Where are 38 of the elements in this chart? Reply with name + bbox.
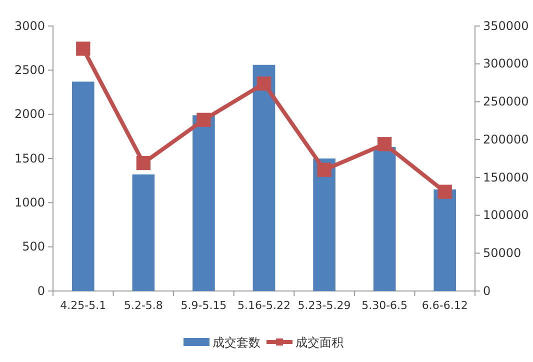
- y-tick-label: 2000: [14, 107, 45, 122]
- bar: [192, 115, 215, 291]
- bar: [72, 82, 94, 291]
- legend-label: 成交面积: [296, 336, 344, 350]
- x-tick-label: 5.9-5.15: [180, 298, 227, 312]
- y-tick-label: 1000: [14, 196, 45, 210]
- point: [378, 137, 392, 152]
- y-tick-label: 1500: [14, 151, 45, 166]
- point: [256, 76, 272, 91]
- point: [438, 184, 452, 199]
- x-tick-label: 5.16-5.22: [238, 298, 290, 312]
- y-tick-label: 0: [37, 284, 45, 298]
- bar: [373, 147, 396, 291]
- y2-tick-label: 0: [483, 284, 491, 298]
- x-tick-label: 4.25-5.1: [60, 298, 106, 312]
- y-tick-label: 2500: [14, 63, 45, 78]
- bar: [434, 189, 456, 291]
- bar: [132, 174, 155, 291]
- y2-tick-label: 350000: [483, 18, 529, 33]
- point: [136, 156, 150, 170]
- point: [196, 112, 211, 127]
- legend-label: 成交套数: [212, 336, 260, 350]
- point: [76, 42, 90, 56]
- x-tick-label: 5.30-6.5: [362, 298, 408, 312]
- point: [317, 162, 332, 177]
- y2-tick-label: 100000: [483, 208, 529, 222]
- bar: [252, 64, 276, 291]
- y2-tick-label: 250000: [483, 94, 529, 109]
- y2-tick-label: 200000: [483, 132, 529, 146]
- x-tick-label: 5.23-5.29: [298, 298, 351, 312]
- y2-tick-label: 50000: [483, 246, 522, 260]
- y-tick-label: 500: [22, 240, 45, 254]
- bar: [313, 158, 336, 291]
- x-tick-label: 6.6-6.12: [422, 298, 468, 312]
- y2-tick-label: 150000: [483, 170, 529, 184]
- x-tick-label: 5.2-5.8: [124, 298, 163, 312]
- y-tick-label: 3000: [14, 18, 45, 33]
- y2-tick-label: 300000: [483, 56, 529, 71]
